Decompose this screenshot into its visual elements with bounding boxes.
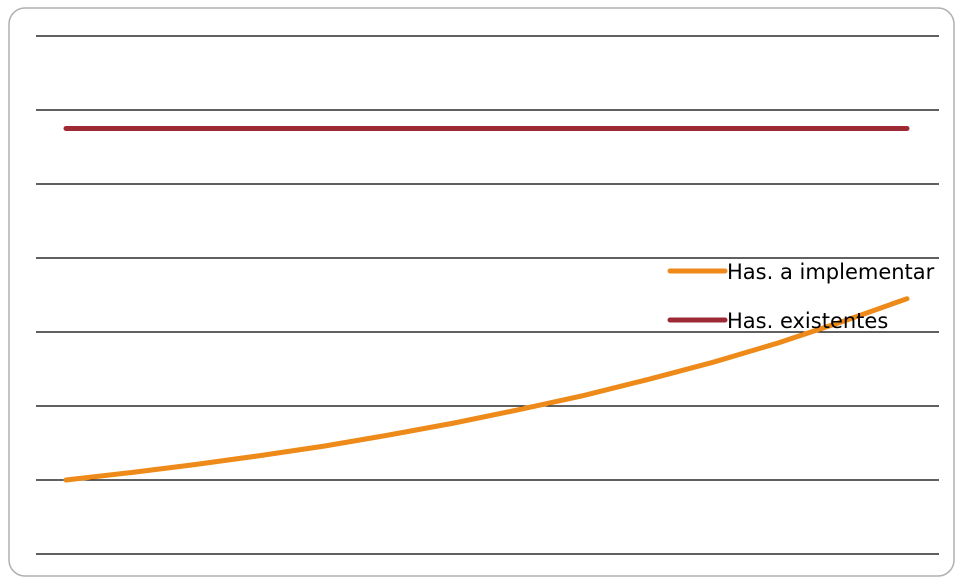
- legend-label-existentes: Has. existentes: [727, 309, 888, 333]
- series-lines: [63, 126, 910, 483]
- chart-border: [8, 7, 955, 577]
- legend-label-implementar: Has. a implementar: [727, 260, 935, 284]
- series-line-implementar: [63, 296, 910, 483]
- legend: Has. a implementar Has. existentes: [667, 260, 935, 333]
- gridlines: [36, 35, 939, 555]
- legend-item-existentes: Has. existentes: [667, 309, 888, 333]
- legend-item-implementar: Has. a implementar: [667, 260, 935, 284]
